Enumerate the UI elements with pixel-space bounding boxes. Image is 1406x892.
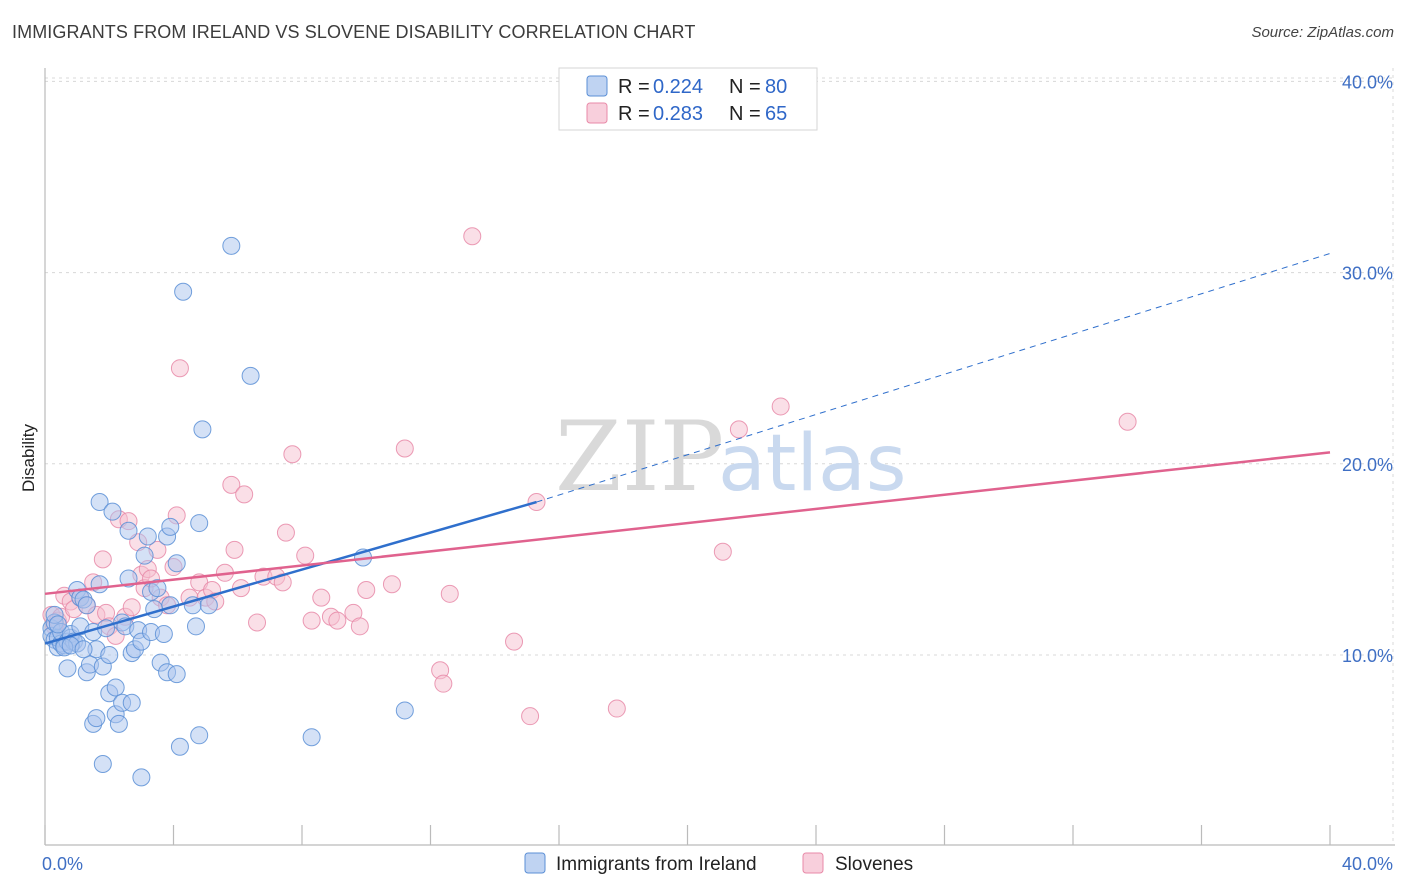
legend-swatch-slovenes xyxy=(586,102,608,124)
source-credit: Source: ZipAtlas.com xyxy=(1251,24,1394,41)
legend-n-value: 80 xyxy=(765,76,787,98)
point-slovenes xyxy=(505,632,524,651)
point-ireland xyxy=(174,282,193,301)
point-ireland xyxy=(190,726,209,745)
point-slovenes xyxy=(93,550,112,569)
point-slovenes xyxy=(296,546,315,565)
legend-n-label: N = xyxy=(729,103,761,125)
legend-r-label: R = xyxy=(618,103,650,125)
series-ireland-points xyxy=(42,236,414,787)
point-slovenes xyxy=(729,420,748,439)
axis-tick-labels: 10.0% 20.0% 30.0% 40.0% 0.0% 40.0% xyxy=(42,72,1393,874)
y-tick-label: 30.0% xyxy=(1342,264,1393,284)
point-ireland xyxy=(222,236,241,255)
point-ireland xyxy=(167,554,186,573)
point-slovenes xyxy=(463,227,482,246)
point-slovenes xyxy=(607,699,626,718)
legend-r-label: R = xyxy=(618,76,650,98)
point-slovenes xyxy=(283,445,302,464)
point-ireland xyxy=(87,709,106,728)
point-ireland xyxy=(148,579,167,598)
point-slovenes xyxy=(276,523,295,542)
point-slovenes xyxy=(222,475,241,494)
point-ireland xyxy=(119,569,138,588)
point-slovenes xyxy=(328,611,347,630)
point-slovenes xyxy=(170,359,189,378)
point-ireland xyxy=(109,714,128,733)
point-ireland xyxy=(93,754,112,773)
y-axis-label: Disability xyxy=(19,423,38,492)
point-slovenes xyxy=(713,542,732,561)
legend-r-value: 0.283 xyxy=(653,103,703,125)
point-ireland xyxy=(170,737,189,756)
legend-r-value: 0.224 xyxy=(653,76,703,98)
point-ireland xyxy=(48,615,67,634)
point-ireland xyxy=(132,768,151,787)
point-slovenes xyxy=(225,540,244,559)
point-ireland xyxy=(161,517,180,536)
y-tick-label: 40.0% xyxy=(1342,72,1393,92)
series-legend-label-ireland: Immigrants from Ireland xyxy=(556,854,757,875)
point-slovenes xyxy=(302,611,321,630)
point-slovenes xyxy=(395,439,414,458)
point-ireland xyxy=(190,514,209,533)
point-ireland xyxy=(302,728,321,747)
point-slovenes xyxy=(521,707,540,726)
point-ireland xyxy=(90,493,109,512)
point-slovenes xyxy=(382,575,401,594)
legend: R = 0.224 N = 80 R = 0.283 N = 65 xyxy=(558,67,818,131)
series-legend: Immigrants from Ireland Slovenes xyxy=(524,852,913,875)
point-slovenes xyxy=(312,588,331,607)
y-tick-label: 10.0% xyxy=(1342,646,1393,666)
point-ireland xyxy=(154,624,173,643)
point-ireland xyxy=(186,617,205,636)
point-slovenes xyxy=(771,397,790,416)
y-tick-label: 20.0% xyxy=(1342,455,1393,475)
watermark-atlas: atlas xyxy=(718,419,907,509)
legend-n-label: N = xyxy=(729,76,761,98)
point-ireland xyxy=(100,646,119,664)
point-ireland xyxy=(119,521,138,540)
watermark: ZIP atlas xyxy=(555,401,907,513)
legend-n-value: 65 xyxy=(765,103,787,125)
point-ireland xyxy=(58,659,77,678)
point-slovenes xyxy=(434,674,453,693)
x-tick-label: 0.0% xyxy=(42,854,83,874)
trend-lines xyxy=(44,253,1331,645)
point-slovenes xyxy=(235,485,254,504)
point-ireland xyxy=(106,678,125,697)
trend-line-ireland xyxy=(44,500,537,645)
point-ireland xyxy=(103,502,122,521)
point-ireland xyxy=(74,640,93,659)
watermark-zip: ZIP xyxy=(555,401,724,513)
chart-title: IMMIGRANTS FROM IRELAND VS SLOVENE DISAB… xyxy=(12,22,696,42)
point-ireland xyxy=(395,701,414,720)
series-legend-swatch-slovenes xyxy=(802,852,824,874)
series-legend-swatch-ireland xyxy=(524,852,546,874)
series-legend-label-slovenes: Slovenes xyxy=(835,854,913,875)
point-ireland xyxy=(122,693,141,712)
point-ireland xyxy=(135,546,154,565)
legend-swatch-ireland xyxy=(586,75,608,97)
point-ireland xyxy=(241,366,260,385)
point-ireland xyxy=(167,665,186,684)
point-slovenes xyxy=(357,580,376,599)
point-slovenes xyxy=(1118,412,1137,431)
point-ireland xyxy=(77,596,96,615)
point-slovenes xyxy=(122,598,141,617)
x-tick-label: 40.0% xyxy=(1342,854,1393,874)
point-ireland xyxy=(90,575,109,594)
point-slovenes xyxy=(350,617,369,636)
point-ireland xyxy=(193,420,212,439)
trend-line-slovenes xyxy=(44,451,1331,596)
point-slovenes xyxy=(248,613,267,632)
axes xyxy=(44,68,1395,846)
point-ireland xyxy=(138,527,157,546)
point-slovenes xyxy=(440,584,459,603)
